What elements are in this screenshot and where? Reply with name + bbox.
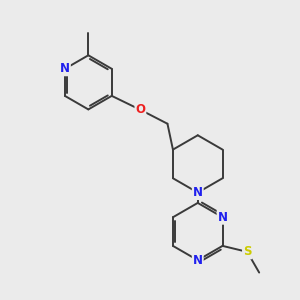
Text: S: S [243, 245, 251, 258]
Text: N: N [193, 254, 203, 267]
Text: N: N [60, 62, 70, 75]
Text: N: N [218, 211, 228, 224]
Text: N: N [193, 186, 203, 199]
Text: O: O [135, 103, 146, 116]
